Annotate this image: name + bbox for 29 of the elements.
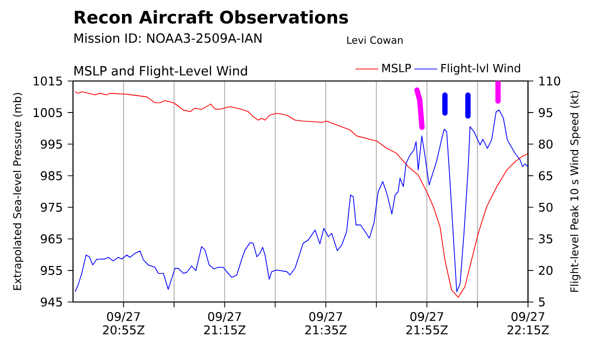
text: Levi Cowan	[347, 36, 403, 44]
x-tick-label: 09/27 21:55Z	[406, 312, 448, 334]
y2-tick-label: 35	[538, 234, 552, 244]
x-tick-label: 09/27 22:15Z	[507, 312, 549, 334]
y-tick-label: 1005	[34, 108, 62, 118]
y2-tick-label: 5	[538, 298, 545, 306]
y-tick-label: 1015	[34, 76, 62, 86]
y-tick-label: 985	[40, 171, 62, 180]
y-axis-title: Extrapolated Sea-level Pressure (mb)	[12, 93, 24, 290]
chart-subtitle: Mission ID: NOAA3-2509A-IAN	[74, 33, 262, 43]
legend-label: Flight-lvl Wind	[441, 64, 520, 75]
y-tick-label: 955	[40, 266, 62, 275]
y2-tick-label: 20	[538, 266, 553, 275]
x-tick-label: 09/27 20:55Z	[103, 312, 144, 334]
y2-tick-label: 50	[538, 202, 553, 212]
x-tick-label: 09/27 21:35Z	[305, 312, 347, 334]
y2-tick-label: 110	[539, 76, 560, 86]
y2-axis-title: Flight-level Peak 10 s Wind Speed (kt)	[570, 91, 580, 292]
chart-title: Recon Aircraft Observations	[74, 10, 348, 24]
y-tick-label: 995	[40, 140, 62, 149]
y2-tick-label: 65	[538, 171, 552, 180]
y2-tick-label: 80	[538, 140, 553, 149]
x-tick-label: 09/27 21:15Z	[204, 312, 246, 334]
text: MSLP and Flight-Level Wind	[74, 66, 247, 78]
y-tick-label: 965	[40, 234, 62, 244]
legend-label: MSLP	[382, 64, 411, 72]
y2-tick-label: 95	[538, 108, 552, 118]
y-tick-label: 975	[40, 202, 62, 212]
y-tick-label: 945	[40, 297, 62, 307]
